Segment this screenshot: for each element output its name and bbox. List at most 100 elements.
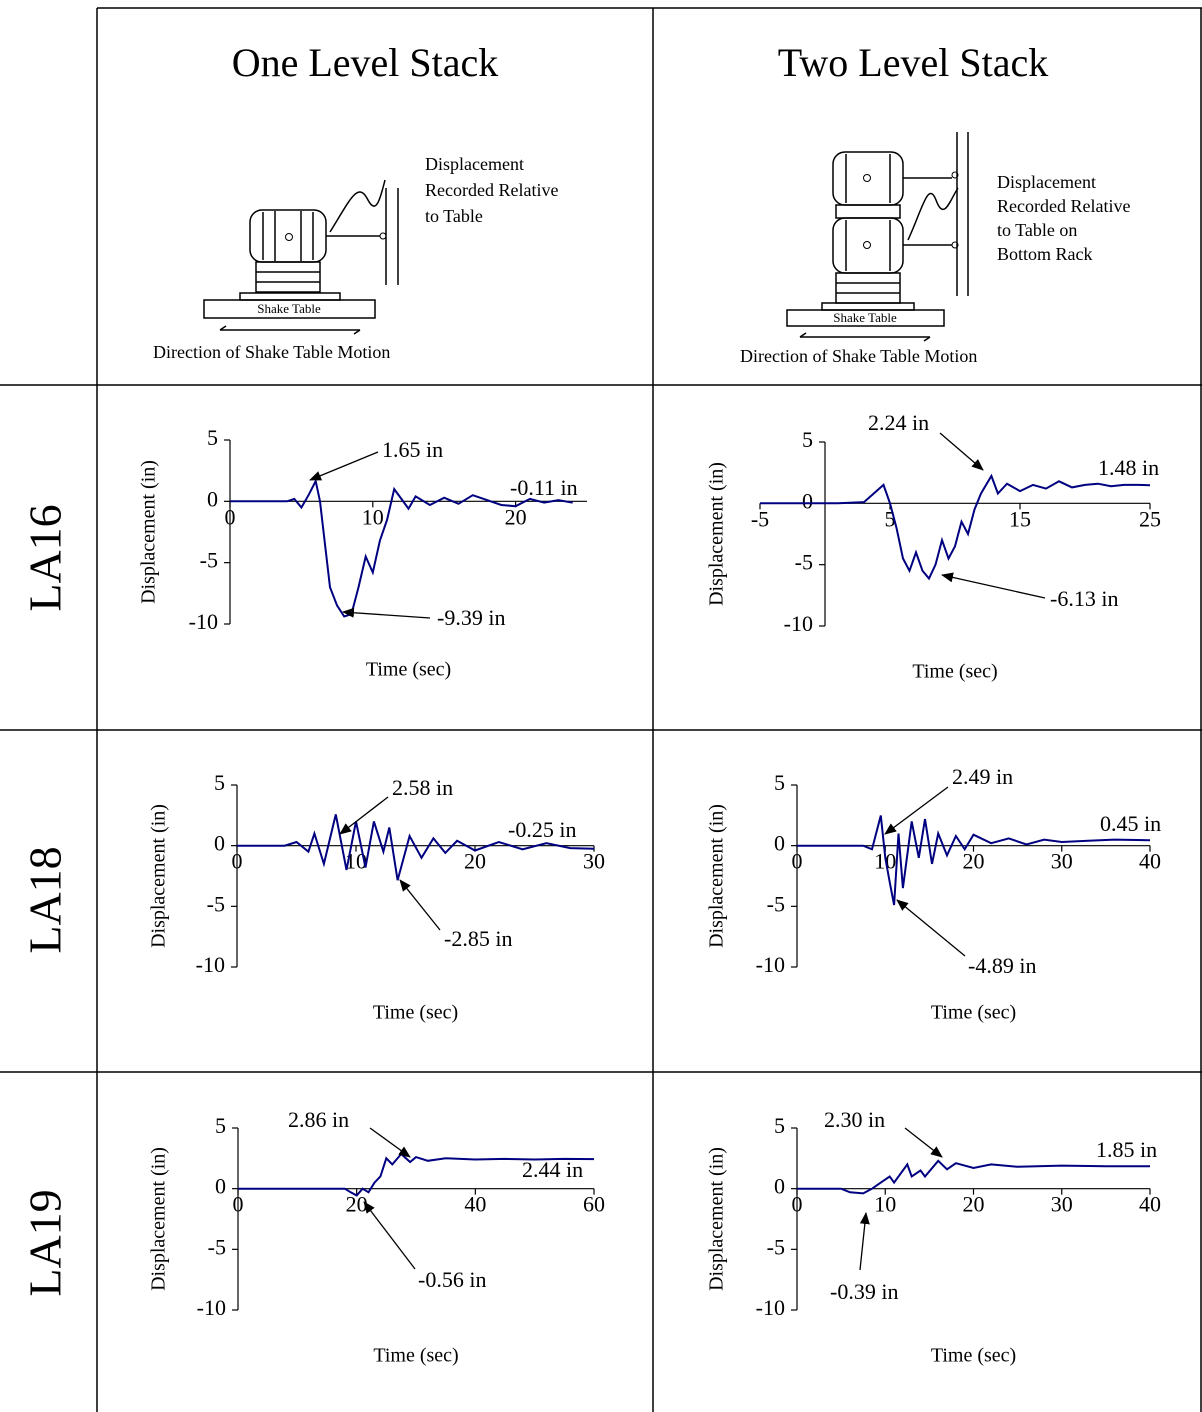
- y-tick-label: 0: [207, 486, 218, 511]
- x-tick-label: 20: [346, 1192, 368, 1217]
- data-line: [237, 814, 595, 881]
- annotation: 2.30 in: [824, 1107, 885, 1132]
- y-tick-label: 5: [774, 1113, 785, 1138]
- annotation-arrow: [399, 879, 441, 931]
- data-line: [230, 478, 573, 618]
- annotation-arrow: [941, 572, 1046, 599]
- data-line: [238, 1152, 595, 1197]
- y-tick-label: -10: [197, 1295, 226, 1320]
- x-tick-label: 0: [232, 849, 243, 874]
- diagram-label: to Table on: [997, 220, 1077, 240]
- y-tick-label: 5: [215, 1113, 226, 1138]
- y-tick-label: 0: [774, 1174, 785, 1199]
- annotation: -4.89 in: [968, 953, 1036, 978]
- x-tick-label: 40: [1139, 849, 1161, 874]
- y-axis-title: Displacement (in): [706, 462, 728, 606]
- y-axis-title: Displacement (in): [138, 460, 160, 604]
- x-tick-label: 20: [464, 849, 486, 874]
- annotation-arrow: [339, 796, 389, 835]
- diagram-base: Shake Table: [257, 301, 321, 316]
- y-tick-label: -5: [200, 548, 218, 573]
- annotation: -0.39 in: [830, 1279, 898, 1304]
- y-axis-title: Displacement (in): [706, 1147, 728, 1291]
- annotation: 1.65 in: [382, 437, 443, 462]
- annotation-arrow: [904, 1127, 943, 1158]
- diagram-two-level: [786, 132, 969, 342]
- annotation-arrow: [363, 1201, 416, 1270]
- y-tick-label: 0: [774, 831, 785, 856]
- annotation: 2.58 in: [392, 775, 453, 800]
- annotation: 2.24 in: [868, 410, 929, 435]
- diagram-label: Recorded Relative: [997, 196, 1130, 216]
- y-tick-label: -10: [756, 952, 785, 977]
- column-header: One Level Stack: [232, 40, 499, 85]
- annotation-arrow: [896, 899, 966, 957]
- x-tick-label: 20: [963, 1192, 985, 1217]
- annotation: 2.86 in: [288, 1107, 349, 1132]
- annotation: -2.85 in: [444, 926, 512, 951]
- x-axis-title: Time (sec): [366, 659, 451, 681]
- x-tick-label: 0: [233, 1192, 244, 1217]
- annotation: 2.44 in: [522, 1157, 583, 1182]
- y-tick-label: -10: [756, 1295, 785, 1320]
- y-tick-label: -5: [207, 891, 225, 916]
- x-tick-label: 60: [583, 1192, 605, 1217]
- row-header: LA18: [20, 846, 71, 953]
- x-axis-title: Time (sec): [931, 1002, 1016, 1024]
- annotation: 2.49 in: [952, 764, 1013, 789]
- annotation: 1.85 in: [1096, 1137, 1157, 1162]
- y-tick-label: -10: [189, 609, 218, 634]
- x-axis-title: Time (sec): [931, 1345, 1016, 1367]
- y-axis-title: Displacement (in): [148, 1147, 170, 1291]
- x-tick-label: 0: [792, 1192, 803, 1217]
- diagram-caption: Direction of Shake Table Motion: [740, 346, 977, 366]
- x-tick-label: 0: [792, 849, 803, 874]
- y-axis-title: Displacement (in): [148, 804, 170, 948]
- data-line: [797, 1159, 1150, 1195]
- x-tick-label: 40: [464, 1192, 486, 1217]
- row-header: LA16: [20, 504, 71, 611]
- annotation: -0.25 in: [508, 817, 576, 842]
- y-tick-label: -5: [767, 891, 785, 916]
- y-tick-label: -10: [196, 952, 225, 977]
- x-tick-label: 30: [1051, 849, 1073, 874]
- x-tick-label: 30: [583, 849, 605, 874]
- x-tick-label: 0: [225, 504, 236, 529]
- annotation: 0.45 in: [1100, 811, 1161, 836]
- y-axis-title: Displacement (in): [706, 804, 728, 948]
- diagram-label: to Table: [425, 206, 483, 226]
- annotation: 1.48 in: [1098, 455, 1159, 480]
- y-tick-label: -5: [795, 550, 813, 575]
- annotation: -6.13 in: [1050, 586, 1118, 611]
- annotation-arrow: [859, 1212, 870, 1271]
- y-tick-label: 5: [207, 425, 218, 450]
- x-tick-label: 40: [1139, 1192, 1161, 1217]
- diagram-one-level: [203, 179, 399, 335]
- x-axis-title: Time (sec): [373, 1345, 458, 1367]
- annotation-arrow: [342, 607, 431, 619]
- x-tick-label: 10: [362, 504, 384, 529]
- x-axis-title: Time (sec): [912, 661, 997, 683]
- x-tick-label: 30: [1051, 1192, 1073, 1217]
- y-tick-label: 0: [802, 488, 813, 513]
- annotation: -0.11 in: [510, 475, 578, 500]
- y-tick-label: -5: [208, 1234, 226, 1259]
- y-tick-label: -5: [767, 1234, 785, 1259]
- data-line: [760, 473, 1151, 581]
- table-frame: [0, 7, 1202, 1412]
- diagram-label: Displacement: [425, 154, 524, 174]
- annotation: -9.39 in: [437, 605, 505, 630]
- x-tick-label: 15: [1009, 506, 1031, 531]
- y-tick-label: 5: [774, 770, 785, 795]
- annotation-arrow: [939, 432, 984, 471]
- x-tick-label: -5: [751, 506, 769, 531]
- y-tick-label: -10: [784, 611, 813, 636]
- y-tick-label: 5: [214, 770, 225, 795]
- annotation-arrow: [309, 451, 379, 481]
- annotation-arrow: [369, 1127, 411, 1158]
- data-line: [797, 815, 1151, 906]
- x-tick-label: 25: [1139, 506, 1161, 531]
- diagram-base: Shake Table: [833, 310, 897, 325]
- row-header: LA19: [20, 1189, 71, 1296]
